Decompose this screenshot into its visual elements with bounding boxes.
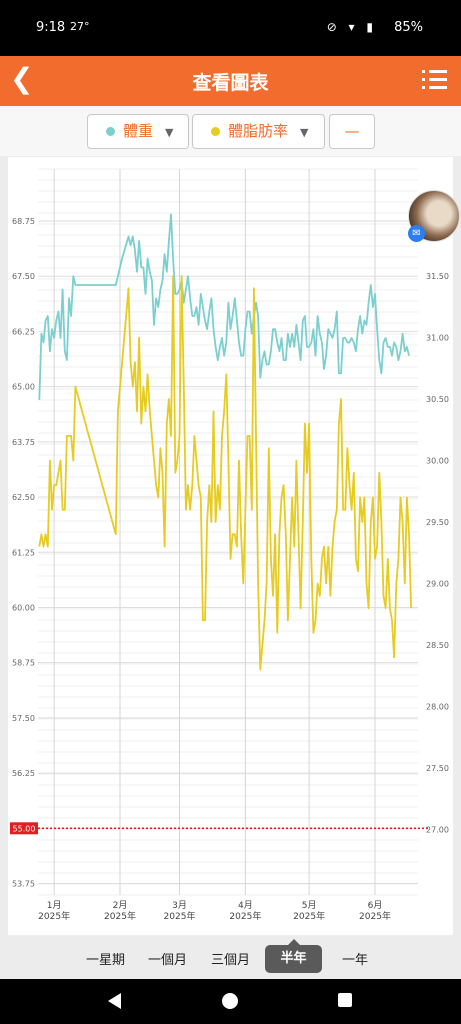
y-left-tick-label: 67.50 bbox=[12, 272, 35, 281]
x-tick-label: 5月 bbox=[302, 900, 317, 911]
period-one-year[interactable]: 一年 bbox=[342, 953, 369, 968]
y-left-tick-label: 58.75 bbox=[12, 659, 35, 668]
y-right-tick-label: 29.00 bbox=[426, 580, 449, 589]
list-menu-icon[interactable] bbox=[422, 70, 447, 94]
nav-back-icon[interactable] bbox=[108, 993, 121, 1009]
target-label-box bbox=[10, 822, 38, 835]
weight-series-line bbox=[38, 213, 410, 400]
y-left-tick-label: 68.75 bbox=[12, 217, 35, 226]
x-tick-label: 1月 bbox=[47, 900, 62, 911]
y-right-tick-label: 27.00 bbox=[426, 826, 449, 835]
y-left-tick-label: 57.50 bbox=[12, 714, 35, 723]
empty-series-button[interactable]: — bbox=[329, 114, 375, 149]
app-header: ❮ 查看圖表 bbox=[0, 56, 461, 106]
period-one-month[interactable]: 一個月 bbox=[148, 953, 188, 968]
y-right-tick-label: 29.50 bbox=[426, 518, 449, 527]
y-left-tick-label: 63.75 bbox=[12, 438, 35, 447]
page-title: 查看圖表 bbox=[192, 72, 269, 94]
x-tick-label: 4月 bbox=[238, 900, 253, 911]
x-tick-label: 6月 bbox=[368, 900, 383, 911]
period-selector: 一星期 一個月 三個月 半年 一年 bbox=[0, 935, 461, 979]
period-half-year[interactable]: 半年 bbox=[265, 939, 322, 973]
bodyfat-series-line bbox=[38, 275, 412, 671]
y-right-tick-label: 31.50 bbox=[426, 272, 449, 281]
y-right-tick-label: 28.00 bbox=[426, 703, 449, 712]
period-one-week[interactable]: 一星期 bbox=[86, 953, 126, 968]
weight-series-dropdown[interactable]: 體重 ▼ bbox=[87, 114, 189, 149]
x-tick-label: 3月 bbox=[172, 900, 187, 911]
y-left-tick-label: 53.75 bbox=[12, 880, 35, 889]
y-right-tick-label: 31.00 bbox=[426, 334, 449, 343]
status-temperature: 27° bbox=[70, 20, 90, 33]
y-left-tick-label: 65.00 bbox=[12, 383, 35, 392]
x-tick-year-label: 2025年 bbox=[229, 910, 261, 922]
series-selector: 體重 ▼ 體脂肪率 ▼ — bbox=[0, 106, 461, 156]
y-right-tick-label: 30.00 bbox=[426, 457, 449, 466]
nav-recent-icon[interactable] bbox=[338, 993, 352, 1007]
y-right-tick-label: 28.50 bbox=[426, 641, 449, 650]
x-tick-year-label: 2025年 bbox=[104, 910, 136, 922]
y-left-tick-label: 66.25 bbox=[12, 327, 35, 336]
y-left-tick-label: 61.25 bbox=[12, 548, 35, 557]
status-bar: 9:18 27° ⊘ ▾ ▮ 85% bbox=[0, 0, 461, 56]
bodyfat-series-dropdown[interactable]: 體脂肪率 ▼ bbox=[192, 114, 325, 149]
battery-percent: 85% bbox=[394, 20, 423, 35]
weight-series-label: 體重 bbox=[123, 122, 154, 140]
y-left-tick-label: 62.50 bbox=[12, 493, 35, 502]
y-left-tick-label: 56.25 bbox=[12, 769, 35, 778]
chevron-left-icon[interactable]: ❮ bbox=[10, 62, 34, 95]
weight-color-dot bbox=[106, 127, 115, 136]
status-icons: ⊘ ▾ ▮ bbox=[326, 20, 377, 34]
bodyfat-color-dot bbox=[211, 127, 220, 136]
weight-bodyfat-chart: 53.75 56.25 57.50 58.75 60.00 61.25 62.50 63.75… bbox=[10, 168, 449, 922]
x-tick-year-label: 2025年 bbox=[38, 910, 70, 922]
status-time: 9:18 bbox=[36, 20, 66, 35]
x-tick-label: 2月 bbox=[113, 900, 128, 911]
chart-area: 53.75 56.25 57.50 58.75 60.00 61.25 62.50 63.75… bbox=[8, 157, 453, 935]
bodyfat-series-label: 體脂肪率 bbox=[228, 122, 289, 140]
y-right-tick-label: 30.50 bbox=[426, 395, 449, 404]
dropdown-arrow-icon: ▼ bbox=[165, 126, 174, 139]
messenger-icon: ✉ bbox=[408, 225, 425, 242]
dropdown-arrow-icon: ▼ bbox=[300, 126, 309, 139]
target-label: 55.00 bbox=[13, 824, 36, 833]
y-left-tick-label: 60.00 bbox=[12, 603, 35, 612]
y-right-tick-label: 27.50 bbox=[426, 764, 449, 773]
period-three-months[interactable]: 三個月 bbox=[211, 953, 251, 968]
x-tick-year-label: 2025年 bbox=[293, 910, 325, 922]
empty-series-label: — bbox=[344, 122, 360, 140]
x-tick-year-label: 2025年 bbox=[359, 910, 391, 922]
nav-home-icon[interactable] bbox=[222, 993, 238, 1009]
system-nav-bar bbox=[0, 979, 461, 1024]
x-tick-year-label: 2025年 bbox=[164, 910, 196, 922]
